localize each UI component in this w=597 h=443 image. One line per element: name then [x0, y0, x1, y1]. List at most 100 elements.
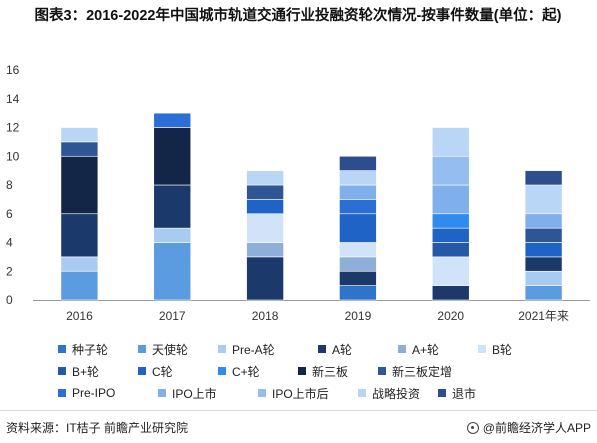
legend-label: C轮 — [152, 364, 173, 379]
bar-segment — [431, 184, 470, 215]
bar-segment — [246, 242, 284, 258]
bar-segment — [153, 112, 192, 128]
bar-segment — [60, 141, 99, 157]
y-tick-label: 14 — [6, 92, 20, 106]
legend-item: 新三板 — [298, 362, 378, 380]
legend-label: 新三板 — [312, 364, 349, 379]
bar-segment — [339, 270, 377, 286]
bar-segment — [246, 199, 284, 215]
y-tick-label: 8 — [6, 178, 13, 192]
bar-segment — [524, 242, 563, 258]
legend-item: IPO上市 — [158, 384, 258, 402]
legend-swatch — [378, 367, 386, 375]
bar-segment — [339, 199, 377, 215]
legend-label: B轮 — [492, 342, 513, 357]
legend-item: 战略投资 — [358, 384, 438, 402]
x-tick-label: 2017 — [159, 309, 186, 323]
bar-segment — [153, 227, 192, 243]
legend-label: IPO上市后 — [272, 386, 329, 401]
legend-label: Pre-A轮 — [232, 342, 275, 357]
legend-label: A+轮 — [412, 342, 440, 357]
bar-segment — [60, 213, 99, 258]
bar-segment — [246, 256, 284, 301]
brand-credit: @前瞻经济学人APP — [466, 419, 591, 436]
bar-segment — [524, 270, 563, 286]
chart-legend: 种子轮 天使轮 Pre-A轮 A轮 A+轮 B轮 B+轮 C轮 C+轮 新三板 新三板定增 Pre-I… — [58, 340, 558, 402]
x-tick-label: 2016 — [66, 309, 93, 323]
bar-segment — [431, 127, 470, 157]
bar-segment — [431, 155, 470, 186]
legend-item: C+轮 — [218, 362, 298, 380]
legend-swatch — [58, 345, 66, 353]
legend-swatch — [218, 345, 226, 353]
x-tick-label: 2020 — [437, 309, 464, 323]
legend-item: 新三板定增 — [378, 362, 478, 380]
legend-swatch — [138, 367, 146, 375]
y-tick-label: 6 — [6, 207, 13, 221]
legend-swatch — [478, 345, 486, 353]
legend-item: 种子轮 — [58, 340, 138, 358]
bar-segment — [339, 285, 377, 301]
bar-segment — [60, 155, 99, 215]
brand-label: @前瞻经济学人APP — [482, 421, 591, 435]
legend-item: IPO上市后 — [258, 384, 358, 402]
legend-label: C+轮 — [232, 364, 260, 379]
legend-item: Pre-A轮 — [218, 340, 318, 358]
bar-segment — [431, 213, 470, 229]
y-tick-label: 16 — [6, 63, 20, 77]
bar-segment — [339, 213, 377, 243]
bar-segment — [431, 285, 470, 301]
y-tick-label: 2 — [6, 264, 13, 278]
legend-swatch — [58, 389, 66, 397]
y-tick-label: 0 — [6, 293, 13, 307]
legend-item: 天使轮 — [138, 340, 218, 358]
bar-segment — [60, 127, 99, 143]
bar-segment — [431, 242, 470, 258]
bar-segment — [524, 227, 563, 243]
x-tick-label: 2021年来 — [518, 309, 569, 323]
legend-swatch — [358, 389, 366, 397]
legend-label: 种子轮 — [72, 342, 109, 357]
legend-label: 退市 — [452, 386, 477, 401]
legend-item: A轮 — [318, 340, 398, 358]
bar-segment — [524, 170, 563, 186]
bar-segment — [60, 270, 99, 301]
bar-segment — [339, 184, 377, 200]
legend-item: Pre-IPO — [58, 384, 158, 402]
bar-segment — [524, 285, 563, 301]
x-tick-label: 2018 — [252, 309, 279, 323]
bar-segment — [339, 242, 377, 258]
y-tick-label: 10 — [6, 149, 20, 163]
bar-segment — [246, 184, 284, 200]
bar-segment — [246, 170, 284, 186]
brand-logo-icon — [466, 421, 479, 434]
bar-segment — [339, 155, 377, 171]
bar-segment — [153, 242, 192, 301]
legend-label: A轮 — [332, 342, 353, 357]
legend-item: B+轮 — [58, 362, 138, 380]
legend-swatch — [258, 389, 266, 397]
bar-segment — [153, 127, 192, 186]
y-tick-label: 12 — [6, 121, 20, 135]
legend-item: C轮 — [138, 362, 218, 380]
legend-swatch — [398, 345, 406, 353]
legend-swatch — [298, 367, 306, 375]
legend-item: 退市 — [438, 384, 518, 402]
legend-label: 新三板定增 — [392, 364, 453, 379]
source-note: 资料来源：IT桔子 前瞻产业研究院 — [6, 421, 188, 435]
footer: 资料来源：IT桔子 前瞻产业研究院 @前瞻经济学人APP — [0, 410, 597, 443]
bar-segment — [153, 184, 192, 229]
legend-item: A+轮 — [398, 340, 478, 358]
bar-segment — [431, 227, 470, 243]
bar-segment — [524, 213, 563, 229]
bar-segment — [339, 170, 377, 186]
bar-segment — [339, 256, 377, 272]
stacked-bar-chart: 0 2 4 6 8 10 12 14 16 2016 2017 2018 2019 2020 2021年来 — [6, 63, 590, 323]
legend-swatch — [138, 345, 146, 353]
legend-label: IPO上市 — [172, 386, 217, 401]
bar-segment — [524, 256, 563, 272]
legend-label: 天使轮 — [152, 342, 189, 357]
legend-swatch — [438, 389, 446, 397]
legend-label: 战略投资 — [372, 386, 421, 401]
legend-label: B+轮 — [72, 364, 100, 379]
